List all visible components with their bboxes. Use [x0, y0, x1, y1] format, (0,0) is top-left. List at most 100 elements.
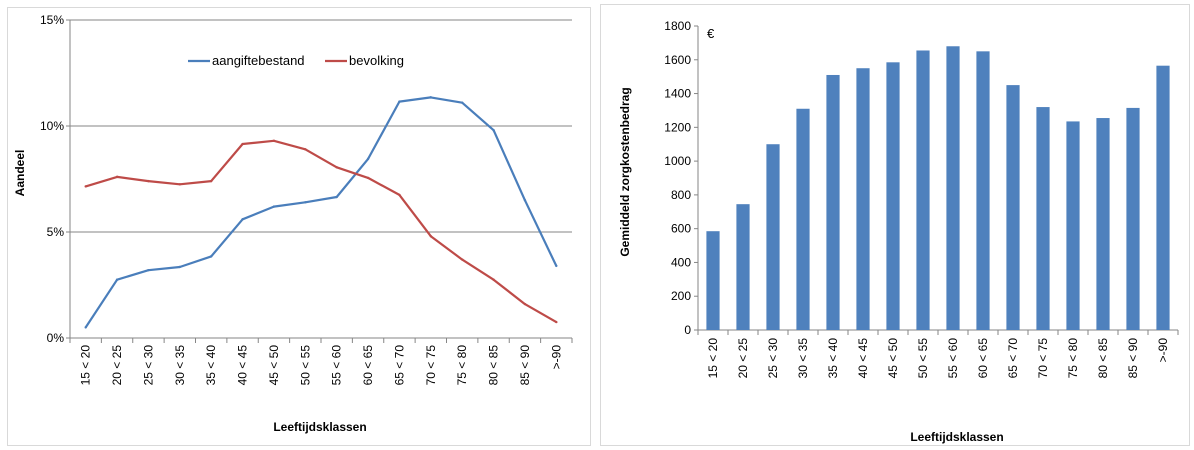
bar [976, 51, 990, 330]
bar [1006, 85, 1020, 330]
x-tick-label: 45 < 50 [267, 345, 281, 386]
x-tick-label: >-90 [1156, 338, 1170, 363]
y-tick-label: 15% [40, 13, 64, 27]
data-point-aangiftebestand [366, 157, 370, 161]
y-tick-label: 400 [671, 255, 691, 269]
data-point-aangiftebestand [209, 255, 213, 258]
data-point-aangiftebestand [115, 278, 119, 281]
data-point-aangiftebestand [178, 265, 182, 269]
data-point-bevolking [147, 179, 150, 183]
y-tick-label: 1200 [664, 120, 691, 134]
bar [736, 204, 750, 330]
x-tick-label: 40 < 45 [236, 345, 250, 386]
x-tick-label: 80 < 85 [487, 345, 501, 386]
legend-label: aangiftebestand [212, 53, 305, 68]
x-tick-label: 55 < 60 [946, 338, 960, 379]
x-tick-label: 50 < 55 [298, 345, 312, 386]
x-tick-label: 20 < 25 [110, 345, 124, 386]
data-point-bevolking [366, 176, 370, 180]
data-point-bevolking [84, 185, 87, 188]
series-line-aangiftebestand [84, 96, 558, 329]
data-point-bevolking [209, 179, 213, 183]
unit-label: € [707, 26, 715, 41]
x-tick-label: >-90 [549, 345, 563, 370]
bar [856, 68, 870, 330]
data-point-aangiftebestand [304, 201, 307, 204]
x-tick-label: 75 < 80 [455, 345, 469, 386]
bar [766, 144, 780, 330]
x-tick-label: 65 < 70 [1006, 338, 1020, 379]
y-tick-label: 1400 [664, 87, 691, 101]
x-tick-label: 40 < 45 [856, 338, 870, 379]
data-point-aangiftebestand [429, 96, 433, 99]
x-tick-label: 30 < 35 [796, 338, 810, 379]
data-point-aangiftebestand [398, 100, 401, 103]
data-point-bevolking [429, 235, 433, 238]
x-tick-label: 55 < 60 [330, 345, 344, 386]
y-tick-label: 5% [47, 225, 65, 239]
y-tick-label: 800 [671, 188, 691, 202]
data-point-aangiftebestand [523, 199, 527, 202]
x-axis-title: Leeftijdsklassen [910, 430, 1003, 444]
y-tick-label: 600 [671, 222, 691, 236]
line-chart: 0% 5% 10% 15% 15 < 20 20 < 25 25 < 30 30 < 35 3… [7, 7, 591, 446]
y-tick-label: 0 [684, 323, 691, 337]
x-tick-label: 15 < 20 [706, 338, 720, 379]
x-tick-label: 35 < 40 [204, 345, 218, 386]
x-tick-label: 15 < 20 [79, 345, 93, 386]
chart-border [600, 4, 1190, 446]
x-tick-label: 25 < 30 [141, 345, 155, 386]
bar [946, 46, 960, 331]
bar-chart: 0 200 400 600 800 1000 1200 1400 1600 1800 15 < 2… [600, 4, 1190, 446]
y-axis-title: Gemiddeld zorgkostenbedrag [618, 87, 632, 256]
data-point-bevolking [272, 139, 276, 143]
x-tick-label: 70 < 75 [424, 345, 438, 386]
y-tick-label: 10% [40, 119, 64, 133]
x-tick-label: 35 < 40 [826, 338, 840, 379]
data-point-aangiftebestand [492, 129, 495, 132]
x-tick-label: 60 < 65 [976, 338, 990, 379]
bar [1126, 107, 1140, 331]
data-point-bevolking [115, 175, 119, 179]
x-tick-label: 85 < 90 [518, 345, 532, 386]
bar [706, 231, 720, 330]
bar-chart-panel: 0 200 400 600 800 1000 1200 1400 1600 1800 15 < 2… [600, 0, 1194, 450]
bar [1096, 118, 1110, 331]
series-line-bevolking [85, 139, 557, 324]
bar [796, 108, 810, 330]
chart-border [7, 7, 591, 446]
data-point-bevolking [241, 142, 244, 146]
data-point-aangiftebestand [272, 205, 276, 208]
x-tick-label: 50 < 55 [916, 338, 930, 379]
bar [826, 74, 840, 330]
data-point-bevolking [523, 302, 527, 306]
y-tick-label: 1000 [664, 154, 691, 168]
y-tick-label: 1800 [664, 19, 691, 33]
data-point-aangiftebestand [335, 195, 338, 199]
y-tick-label: 1600 [664, 53, 691, 67]
x-tick-label: 75 < 80 [1066, 338, 1080, 379]
data-point-bevolking [492, 278, 495, 281]
data-point-aangiftebestand [84, 326, 87, 329]
data-point-aangiftebestand [241, 218, 244, 221]
legend-label: bevolking [349, 53, 404, 68]
x-tick-label: 45 < 50 [886, 338, 900, 379]
x-tick-label: 80 < 85 [1096, 338, 1110, 379]
bar [1036, 107, 1050, 330]
x-tick-label: 25 < 30 [766, 338, 780, 379]
data-point-bevolking [555, 320, 558, 324]
x-tick-label: 65 < 70 [392, 345, 406, 386]
data-point-bevolking [178, 183, 182, 186]
y-tick-label: 200 [671, 289, 691, 303]
bar [1066, 121, 1080, 330]
line-chart-panel: 0% 5% 10% 15% 15 < 20 20 < 25 25 < 30 30 < 35 3… [0, 0, 592, 450]
data-point-aangiftebestand [147, 268, 150, 272]
x-tick-label: 20 < 25 [736, 338, 750, 379]
data-point-bevolking [304, 148, 307, 151]
bar [886, 62, 900, 331]
y-axis-title: Aandeel [13, 150, 27, 197]
data-point-bevolking [460, 258, 464, 261]
bar [1156, 65, 1170, 330]
x-axis-title: Leeftijdsklassen [273, 420, 366, 434]
data-point-aangiftebestand [460, 101, 464, 104]
